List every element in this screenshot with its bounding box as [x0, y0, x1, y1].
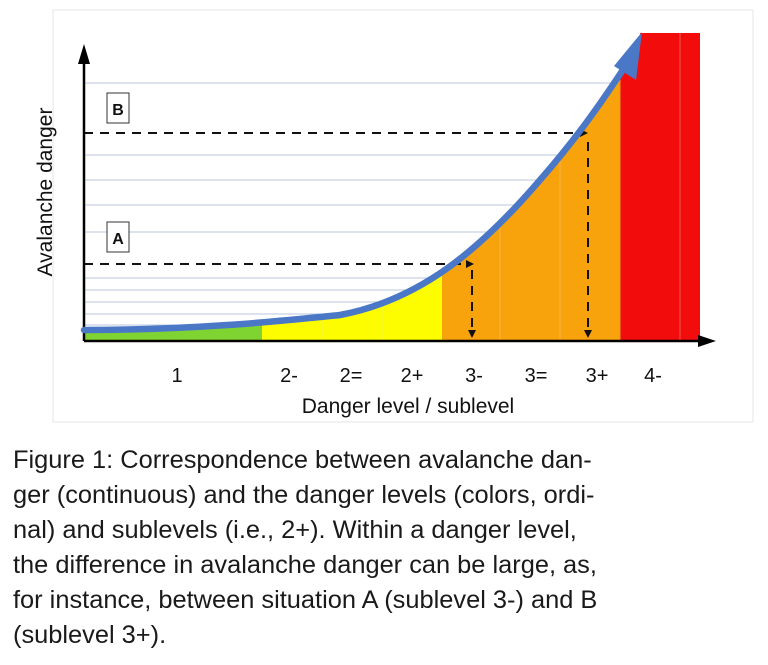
tick-label-3-plus: 3+ [586, 365, 609, 387]
tick-label-2-minus: 2- [280, 365, 298, 387]
avalanche-danger-figure: B A Avalanche danger 1 2- 2= 2+ 3- 3= 3+… [34, 9, 754, 423]
guide-b-arrowhead-down [584, 330, 592, 338]
level-4-region [620, 40, 700, 341]
guide-a-arrowhead-right [466, 260, 474, 268]
caption-line: (sublevel 3+). [13, 621, 167, 649]
caption-line: ger (continuous) and the danger levels (… [13, 481, 595, 509]
marker-a-label: A [112, 231, 124, 248]
marker-b-box [106, 92, 130, 124]
tick-label-3-equal: 3= [525, 365, 548, 387]
x-axis-label: Danger level / sublevel [302, 395, 514, 418]
tick-label-4-minus: 4- [644, 365, 662, 387]
tick-label-3-minus: 3- [465, 365, 483, 387]
caption-line: nal) and sublevels (i.e., 2+). Within a … [13, 516, 577, 544]
x-axis-arrowhead [698, 335, 716, 347]
caption-line: Figure 1: Correspondence between avalanc… [13, 446, 592, 474]
y-axis-arrowhead [78, 44, 90, 64]
caption-line: the difference in avalanche danger can b… [13, 551, 597, 579]
dashed-guides [84, 132, 589, 330]
y-axis-label: Avalanche danger [34, 108, 57, 277]
marker-a-box [106, 221, 130, 253]
danger-curve [80, 58, 632, 334]
caption-line: for instance, between situation A (suble… [13, 586, 598, 614]
danger-curve-arrowhead [614, 32, 642, 80]
marker-b-label: B [112, 102, 124, 119]
tick-label-2-equal: 2= [340, 365, 363, 387]
tick-label-1: 1 [171, 365, 182, 387]
guide-a-arrowhead-down [468, 330, 476, 338]
tick-label-2-plus: 2+ [401, 365, 424, 387]
figure-caption: Figure 1: Correspondence between avalanc… [13, 443, 753, 653]
level-4-top [640, 33, 700, 53]
